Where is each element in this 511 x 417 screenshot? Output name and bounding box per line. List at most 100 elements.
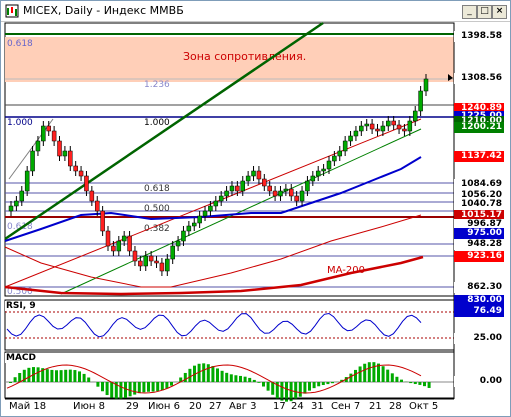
minimize-button[interactable]: _ [462, 5, 477, 19]
macd-bar [82, 373, 86, 382]
time-axis-label: 20 [189, 401, 202, 412]
candle-body [68, 150, 73, 167]
macd-bar [275, 382, 279, 399]
candle-body [73, 165, 78, 172]
macd-bar [22, 369, 26, 382]
candle-body [289, 188, 294, 197]
fib-label: 0.618 [7, 222, 33, 232]
candle-body [262, 178, 267, 187]
ma200-line [4, 255, 424, 296]
candle-body [57, 140, 62, 157]
time-axis-label: 17 [273, 401, 286, 412]
macd-bar [55, 370, 58, 382]
macd-bar [367, 362, 371, 382]
candle-body [245, 175, 251, 182]
candle-body [386, 120, 391, 127]
candle-body [208, 205, 213, 212]
fib-label: 0.618 [7, 39, 33, 49]
candle-body [35, 140, 41, 152]
macd-bar [119, 382, 123, 399]
price-label: 1200.21 [454, 122, 504, 133]
time-axis-label: Окт 5 [409, 401, 439, 412]
candle-body [278, 190, 283, 197]
macd-bar [252, 379, 256, 382]
maximize-button[interactable]: □ [477, 5, 492, 19]
macd-bar [298, 382, 302, 397]
candle-body [375, 128, 380, 132]
macd-bar [349, 373, 353, 382]
macd-bar [234, 375, 238, 382]
price-label: 1210.00 [454, 116, 504, 127]
macd-bar [220, 370, 224, 382]
candle-body [251, 170, 256, 177]
candle-body [202, 210, 208, 217]
macd-bar [354, 369, 357, 382]
macd-bar [110, 382, 114, 398]
fib-label: 1.236 [144, 80, 170, 90]
candle-body [229, 185, 235, 192]
macd-bar [423, 382, 426, 387]
candle-body [353, 130, 359, 137]
time-axis-label: 31 [311, 401, 324, 412]
candle-body [170, 245, 175, 260]
close-button[interactable]: × [492, 5, 507, 19]
candle-body [391, 120, 396, 126]
macd-bar [409, 382, 413, 384]
fib-label: 0.500 [7, 287, 33, 297]
macd-bar [114, 382, 118, 399]
candle-body [8, 205, 14, 212]
macd-bar [266, 382, 270, 391]
macd-bar [170, 382, 173, 386]
macd-bar [142, 382, 146, 393]
time-axis-label: Май 18 [9, 401, 47, 412]
macd-bar [87, 377, 91, 382]
price-label: 1056.20 [454, 190, 504, 201]
macd-bar [101, 382, 104, 392]
candle-body [148, 255, 154, 262]
macd-bar [358, 366, 362, 382]
time-axis-label: Авг 3 [229, 401, 257, 412]
price-label: 830.00 [454, 295, 504, 306]
time-axis-label: 27 [209, 401, 222, 412]
macd-bar [151, 382, 155, 392]
macd-bar [372, 362, 376, 382]
macd-bar [160, 382, 164, 391]
macd-bar [390, 373, 394, 382]
channel-line [4, 118, 422, 288]
macd-bar [9, 382, 12, 383]
macd-bar [239, 375, 242, 382]
candle-body [89, 190, 95, 202]
macd-bar [73, 370, 77, 382]
macd-bar [13, 377, 17, 382]
macd-bar [193, 365, 196, 382]
resistance-zone-label: Зона сопротивления. [183, 50, 306, 63]
candle-body [14, 200, 19, 207]
macd-bar [312, 382, 316, 389]
title-bar[interactable]: MICEX, Daily - Индекс ММВБ _ □ × [1, 1, 510, 22]
macd-bar [124, 382, 127, 398]
time-axis-label: 21 [369, 401, 382, 412]
candle-body [143, 255, 148, 267]
time-axis-label: 28 [389, 401, 402, 412]
candle-body [30, 150, 35, 172]
fib-fan-line [8, 118, 54, 180]
candle-body [105, 230, 111, 247]
candle-body [111, 245, 116, 252]
candle-body [186, 225, 192, 232]
candle-body [159, 262, 165, 272]
macd-bar [386, 369, 390, 382]
rsi-panel [4, 299, 455, 351]
macd-bar [271, 382, 275, 395]
macd-bar [45, 369, 49, 382]
macd-zero-label: 0.00 [454, 376, 504, 387]
candle-body [78, 170, 84, 177]
rsi-line [6, 312, 422, 338]
current-price-arrow [448, 74, 453, 81]
macd-bar [326, 382, 330, 385]
macd-bar [363, 363, 367, 382]
fib-label: 0.618 [144, 184, 170, 194]
macd-bar [128, 382, 132, 397]
price-label: 1084.69 [454, 179, 504, 190]
macd-bar [243, 376, 247, 382]
